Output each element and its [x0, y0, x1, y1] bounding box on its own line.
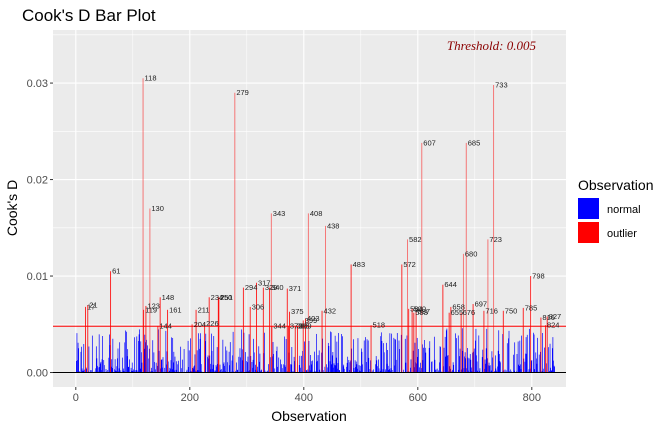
outlier-label-371: 371: [289, 284, 302, 293]
plot-panel: [53, 30, 566, 387]
y-axis-title: Cook's D: [4, 180, 20, 236]
chart-title: Cook's D Bar Plot: [22, 6, 156, 25]
x-tick-label: 400: [295, 392, 313, 404]
outlier-label-680: 680: [465, 249, 478, 258]
outlier-label-306: 306: [252, 302, 265, 311]
outlier-label-644: 644: [444, 280, 457, 289]
outlier-label-389: 389: [299, 322, 312, 331]
outlier-label-123: 123: [147, 301, 160, 310]
y-axis-ticks: 0.00 0.01 0.02 0.03: [27, 78, 53, 380]
x-tick-label: 600: [409, 392, 427, 404]
outlier-label-685: 685: [468, 138, 481, 147]
outlier-label-161: 161: [169, 305, 182, 314]
normal-bars: [76, 328, 555, 373]
outlier-label-403: 403: [307, 314, 320, 323]
threshold-annotation: Threshold: 0.005: [447, 38, 537, 53]
outlier-label-750: 750: [505, 306, 518, 315]
outlier-label-250: 250: [220, 293, 233, 302]
outlier-label-676: 676: [463, 308, 476, 317]
outlier-label-827: 827: [549, 312, 562, 321]
outlier-label-593: 593: [415, 308, 428, 317]
outlier-label-118: 118: [145, 74, 157, 83]
outlier-label-723: 723: [489, 235, 502, 244]
outlier-label-294: 294: [245, 283, 258, 292]
outlier-label-148: 148: [162, 293, 175, 302]
legend-key-outlier: [578, 222, 599, 243]
y-tick-label: 0.01: [27, 271, 48, 283]
outlier-label-518: 518: [373, 321, 386, 330]
outlier-label-816: 816: [542, 313, 555, 322]
observation-labels: 1721611181191231301441481612042112262342…: [87, 74, 561, 331]
legend-title: Observation: [578, 177, 653, 193]
outlier-label-375: 375: [291, 307, 304, 316]
legend-key-normal: [578, 198, 599, 219]
outlier-label-344: 344: [273, 322, 286, 331]
outlier-label-204: 204: [194, 320, 207, 329]
outlier-label-17: 17: [87, 302, 95, 311]
outlier-label-655: 655: [451, 308, 464, 317]
y-tick-label: 0.00: [27, 368, 48, 380]
outlier-label-399: 399: [305, 316, 318, 325]
x-axis-title: Observation: [271, 408, 346, 424]
legend-label-normal: normal: [607, 204, 641, 216]
outlier-label-340: 340: [271, 283, 284, 292]
outlier-label-785: 785: [525, 303, 538, 312]
outlier-label-597: 597: [418, 307, 431, 316]
outlier-label-432: 432: [324, 306, 337, 315]
outlier-label-572: 572: [403, 260, 416, 269]
outlier-label-697: 697: [475, 300, 488, 309]
legend: Observation normal outlier: [578, 177, 653, 243]
outlier-bars: [85, 78, 548, 373]
outlier-label-211: 211: [198, 305, 210, 314]
outlier-label-130: 130: [151, 204, 164, 213]
outlier-label-385: 385: [297, 322, 310, 331]
outlier-label-716: 716: [485, 306, 498, 315]
outlier-label-824: 824: [547, 321, 560, 330]
x-tick-label: 800: [523, 392, 541, 404]
x-axis-ticks: 0 200 400 600 800: [73, 387, 541, 404]
outlier-label-798: 798: [532, 272, 545, 281]
legend-label-outlier: outlier: [607, 228, 637, 240]
outlier-label-343: 343: [273, 209, 286, 218]
outlier-label-483: 483: [353, 260, 366, 269]
outlier-label-733: 733: [495, 80, 508, 89]
outlier-label-329: 329: [265, 283, 278, 292]
outlier-label-234: 234: [211, 293, 224, 302]
outlier-label-226: 226: [206, 319, 219, 328]
y-tick-label: 0.02: [27, 175, 48, 187]
outlier-label-658: 658: [452, 302, 465, 311]
x-tick-label: 0: [73, 392, 79, 404]
outlier-label-373: 373: [290, 322, 303, 331]
outlier-label-317: 317: [258, 278, 271, 287]
outlier-label-61: 61: [112, 267, 120, 276]
outlier-label-279: 279: [236, 88, 249, 97]
outlier-label-21: 21: [89, 300, 97, 309]
y-tick-label: 0.03: [27, 78, 48, 90]
outlier-label-590: 590: [414, 304, 427, 313]
x-tick-label: 200: [181, 392, 199, 404]
outlier-label-582: 582: [409, 235, 422, 244]
outlier-label-119: 119: [145, 305, 157, 314]
outlier-label-251: 251: [220, 293, 233, 302]
outlier-label-607: 607: [423, 138, 436, 147]
outlier-label-438: 438: [327, 221, 340, 230]
outlier-label-584: 584: [410, 304, 423, 313]
outlier-label-144: 144: [159, 322, 172, 331]
outlier-label-408: 408: [310, 209, 323, 218]
